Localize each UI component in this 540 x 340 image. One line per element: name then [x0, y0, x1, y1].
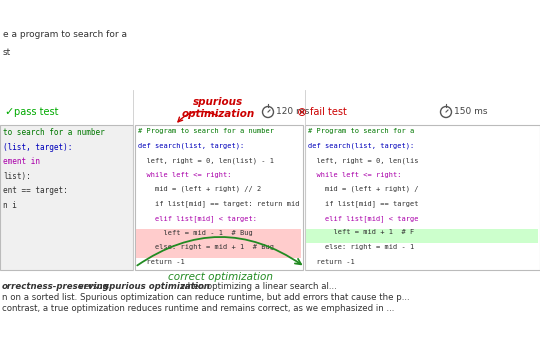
Text: to search for a number: to search for a number [3, 128, 105, 137]
Text: ⊗: ⊗ [297, 105, 307, 119]
FancyBboxPatch shape [0, 125, 133, 270]
Text: while left <= right:: while left <= right: [308, 171, 402, 177]
Text: # Program to search for a: # Program to search for a [308, 128, 414, 134]
Text: left = mid - 1  # Bug: left = mid - 1 # Bug [138, 230, 253, 236]
Text: elif list[mid] < target:: elif list[mid] < target: [138, 215, 257, 222]
Text: (list, target):: (list, target): [3, 142, 72, 152]
Text: ent == target:: ent == target: [3, 186, 67, 195]
Text: left, right = 0, len(list) - 1: left, right = 0, len(list) - 1 [138, 157, 274, 164]
Text: mid = (left + right) // 2: mid = (left + right) // 2 [138, 186, 261, 192]
FancyBboxPatch shape [305, 125, 540, 270]
Text: n on a sorted list. Spurious optimization can reduce runtime, but add errors tha: n on a sorted list. Spurious optimizatio… [2, 293, 410, 302]
FancyBboxPatch shape [135, 125, 303, 270]
Text: return -1: return -1 [308, 258, 355, 265]
Text: list):: list): [3, 171, 31, 181]
Text: else: right = mid + 1  # Bug: else: right = mid + 1 # Bug [138, 244, 274, 250]
Text: n i: n i [3, 201, 17, 209]
FancyBboxPatch shape [136, 243, 301, 257]
FancyArrowPatch shape [178, 112, 218, 122]
Text: st: st [3, 48, 11, 57]
Text: 150 ms: 150 ms [454, 107, 488, 117]
Text: if list[mid] == target: return mid: if list[mid] == target: return mid [138, 201, 300, 207]
Text: correct optimization: correct optimization [167, 272, 273, 282]
Text: ✓: ✓ [4, 107, 14, 117]
Text: ement in: ement in [3, 157, 40, 166]
Text: versus: versus [76, 282, 110, 291]
Text: if list[mid] == target: if list[mid] == target [308, 201, 418, 207]
Text: 120 ms: 120 ms [276, 107, 309, 117]
Text: left, right = 0, len(lis: left, right = 0, len(lis [308, 157, 418, 164]
FancyBboxPatch shape [306, 228, 538, 243]
Text: e a program to search for a: e a program to search for a [3, 30, 127, 39]
Text: while left <= right:: while left <= right: [138, 171, 232, 177]
Text: when optimizing a linear search al...: when optimizing a linear search al... [178, 282, 337, 291]
Text: left = mid + 1  # F: left = mid + 1 # F [308, 230, 414, 236]
Text: orrectness-preserving: orrectness-preserving [2, 282, 110, 291]
Text: else: right = mid - 1: else: right = mid - 1 [308, 244, 414, 250]
Text: # Program to search for a number: # Program to search for a number [138, 128, 274, 134]
Text: spurious
optimization: spurious optimization [181, 97, 255, 119]
Text: mid = (left + right) /: mid = (left + right) / [308, 186, 418, 192]
Text: def search(list, target):: def search(list, target): [308, 142, 414, 149]
Text: return -1: return -1 [138, 258, 185, 265]
FancyBboxPatch shape [136, 228, 301, 243]
Text: elif list[mid] < targe: elif list[mid] < targe [308, 215, 418, 222]
Text: contrast, a true optimization reduces runtime and remains correct, as we emphasi: contrast, a true optimization reduces ru… [2, 304, 394, 313]
Text: pass test: pass test [14, 107, 58, 117]
Text: fail test: fail test [310, 107, 347, 117]
Text: spurious optimization: spurious optimization [104, 282, 210, 291]
FancyBboxPatch shape [0, 0, 540, 100]
Text: def search(list, target):: def search(list, target): [138, 142, 244, 149]
